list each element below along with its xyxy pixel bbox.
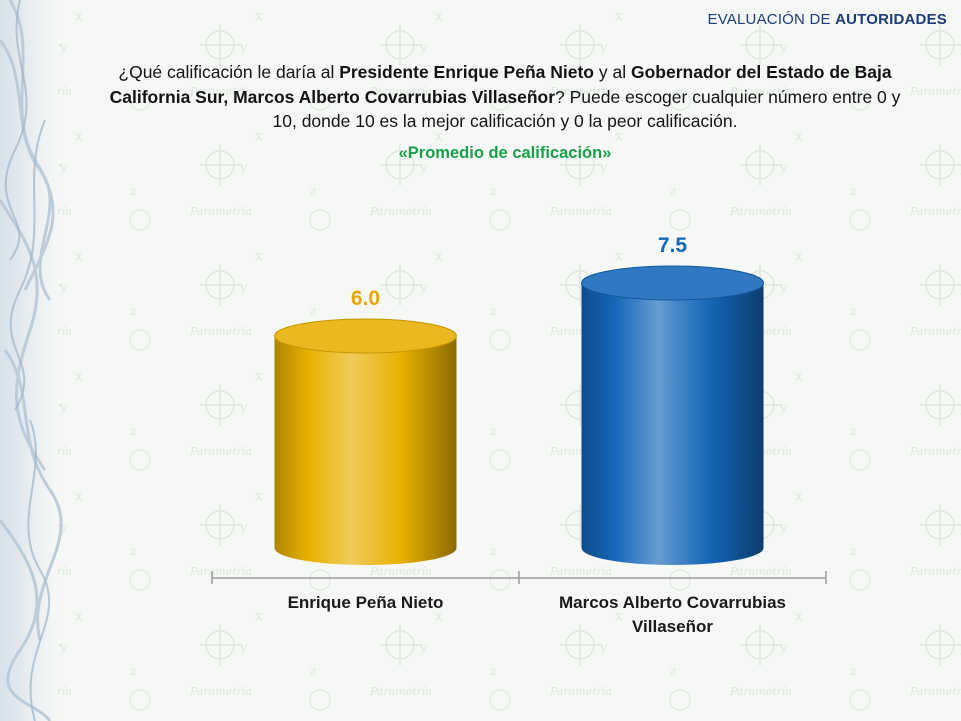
data-label-2: 7.5 [658, 234, 688, 257]
question-part-3: ? Puede escoger cualquier número entre 0… [272, 86, 901, 132]
chart-subtitle: «Promedio de calificación» [398, 144, 612, 162]
data-label-1: 6.0 [351, 287, 380, 310]
question-part-1: ¿Qué calificación le daría al [118, 62, 340, 82]
header-prefix: EVALUACIÓN DE [707, 11, 836, 28]
question-text: ¿Qué calificación le daría al Presidente… [100, 60, 910, 134]
category-label-2: Marcos Alberto Covarrubias Villaseñor [558, 593, 787, 636]
bar-cylinder-2 [581, 283, 764, 565]
question-bold-2: Gobernador del Estado de Baja California… [109, 62, 892, 107]
category-label-1: Enrique Peña Nieto [287, 593, 444, 612]
question-part-2: y al [594, 62, 631, 82]
header-emphasis: AUTORIDADES [835, 11, 947, 28]
bar-cylinder-top-2 [581, 265, 764, 301]
question-bold-1: Presidente Enrique Peña Nieto [339, 62, 594, 82]
bar-cylinder-top-1 [274, 318, 457, 354]
bar-cylinder-1 [274, 336, 457, 565]
slide-header: EVALUACIÓN DE AUTORIDADES [708, 11, 948, 28]
